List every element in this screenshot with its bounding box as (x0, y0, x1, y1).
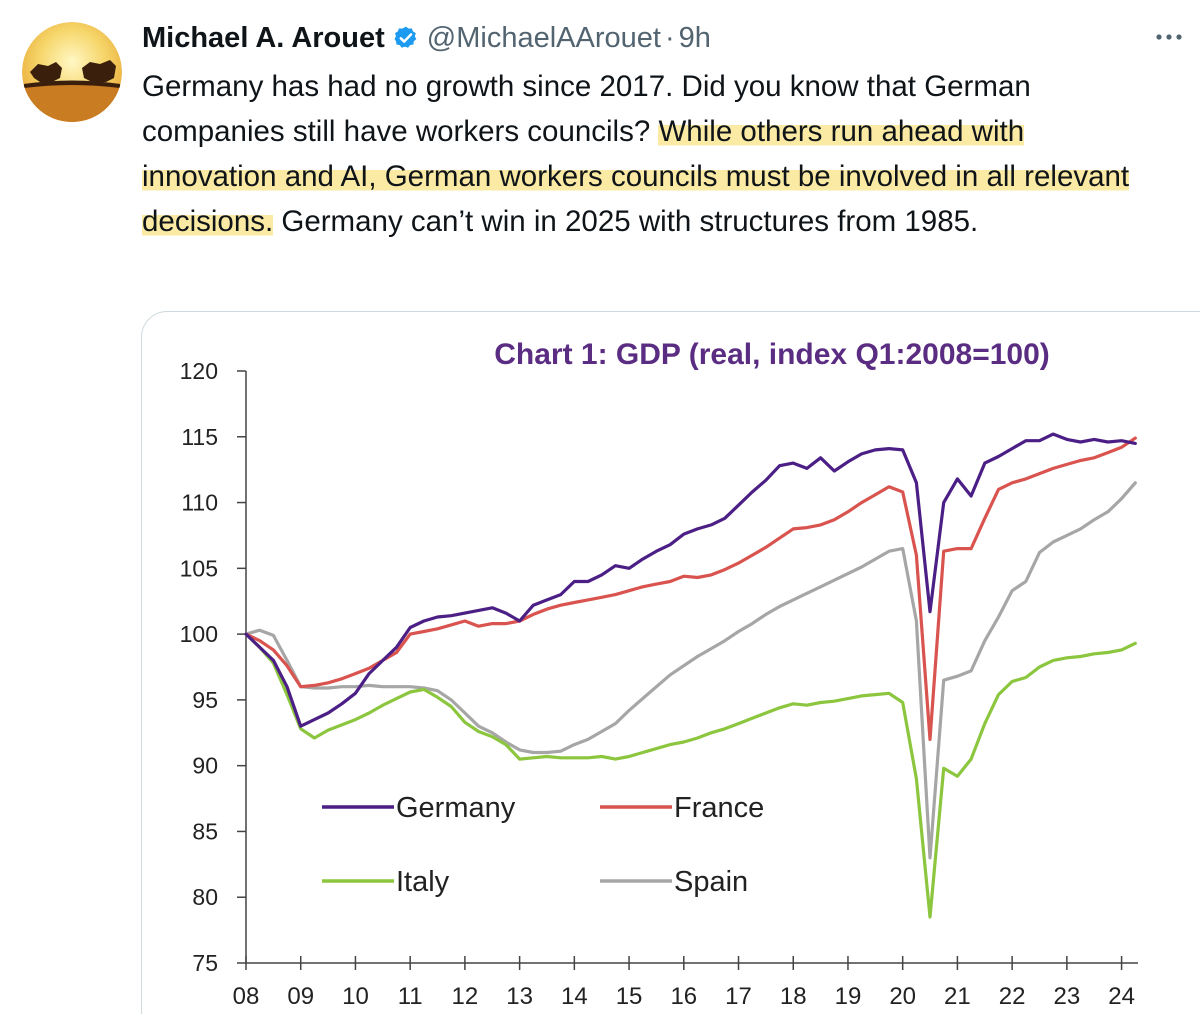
y-tick-label: 100 (180, 621, 218, 647)
y-tick-label: 95 (192, 687, 218, 713)
x-tick-label: 22 (999, 983, 1026, 1010)
legend-label-italy: Italy (396, 866, 450, 898)
y-tick-label: 75 (192, 950, 218, 976)
legend-label-spain: Spain (674, 866, 748, 898)
x-tick-label: 21 (944, 983, 971, 1010)
x-tick-label: 14 (561, 983, 588, 1010)
tweet-media-chart[interactable]: Chart 1: GDP (real, index Q1:2008=100) 12… (141, 311, 1200, 1014)
x-tick-label: 08 (233, 983, 260, 1010)
verified-badge-icon (393, 25, 419, 51)
y-tick-label: 105 (180, 555, 218, 581)
y-tick-label: 85 (192, 818, 218, 844)
more-options-button[interactable] (1152, 22, 1186, 52)
x-tick-label: 24 (1108, 983, 1135, 1010)
x-tick-label: 23 (1054, 983, 1081, 1010)
tweet-text: Germany has had no growth since 2017. Di… (142, 64, 1152, 244)
y-tick-label: 90 (192, 753, 218, 779)
x-tick-label: 17 (725, 983, 752, 1010)
series-line-spain (244, 481, 1137, 860)
series-line-italy (244, 632, 1137, 919)
x-tick-label: 19 (835, 983, 862, 1010)
x-tick-label: 09 (287, 983, 314, 1010)
y-tick-label: 80 (192, 884, 218, 910)
x-tick-label: 15 (616, 983, 643, 1010)
more-options-icon (1156, 34, 1182, 40)
author-name[interactable]: Michael A. Arouet (142, 21, 385, 54)
y-tick-label: 115 (181, 424, 218, 450)
legend-label-france: France (674, 792, 764, 824)
tweet-text-part1: Germany has had no growth since 2017. Di… (142, 70, 1031, 148)
x-tick-label: 16 (670, 983, 697, 1010)
header-separator: · (664, 21, 675, 54)
x-tick-label: 20 (889, 983, 916, 1010)
y-tick-label: 120 (180, 358, 218, 384)
x-tick-label: 11 (398, 983, 423, 1010)
tweet-timestamp[interactable]: 9h (678, 21, 711, 54)
x-tick-label: 18 (780, 983, 807, 1010)
author-handle[interactable]: @MichaelAArouet (426, 21, 661, 54)
tweet-text-part2: Germany can’t win in 2025 with structure… (273, 205, 979, 238)
author-avatar[interactable] (22, 22, 122, 122)
x-tick-label: 12 (452, 983, 479, 1010)
series-line-france (244, 436, 1137, 741)
tweet-header: Michael A. Arouet @MichaelAArouet · 9h (142, 18, 711, 58)
legend-label-germany: Germany (396, 792, 516, 824)
x-tick-label: 13 (506, 983, 533, 1010)
y-tick-label: 110 (181, 490, 218, 516)
chart-title: Chart 1: GDP (real, index Q1:2008=100) (494, 338, 1050, 371)
series-line-germany (244, 432, 1137, 728)
x-tick-label: 10 (342, 983, 369, 1010)
gdp-line-chart: Chart 1: GDP (real, index Q1:2008=100) 12… (180, 338, 1138, 1010)
bull-and-bear-avatar-icon (22, 22, 122, 122)
